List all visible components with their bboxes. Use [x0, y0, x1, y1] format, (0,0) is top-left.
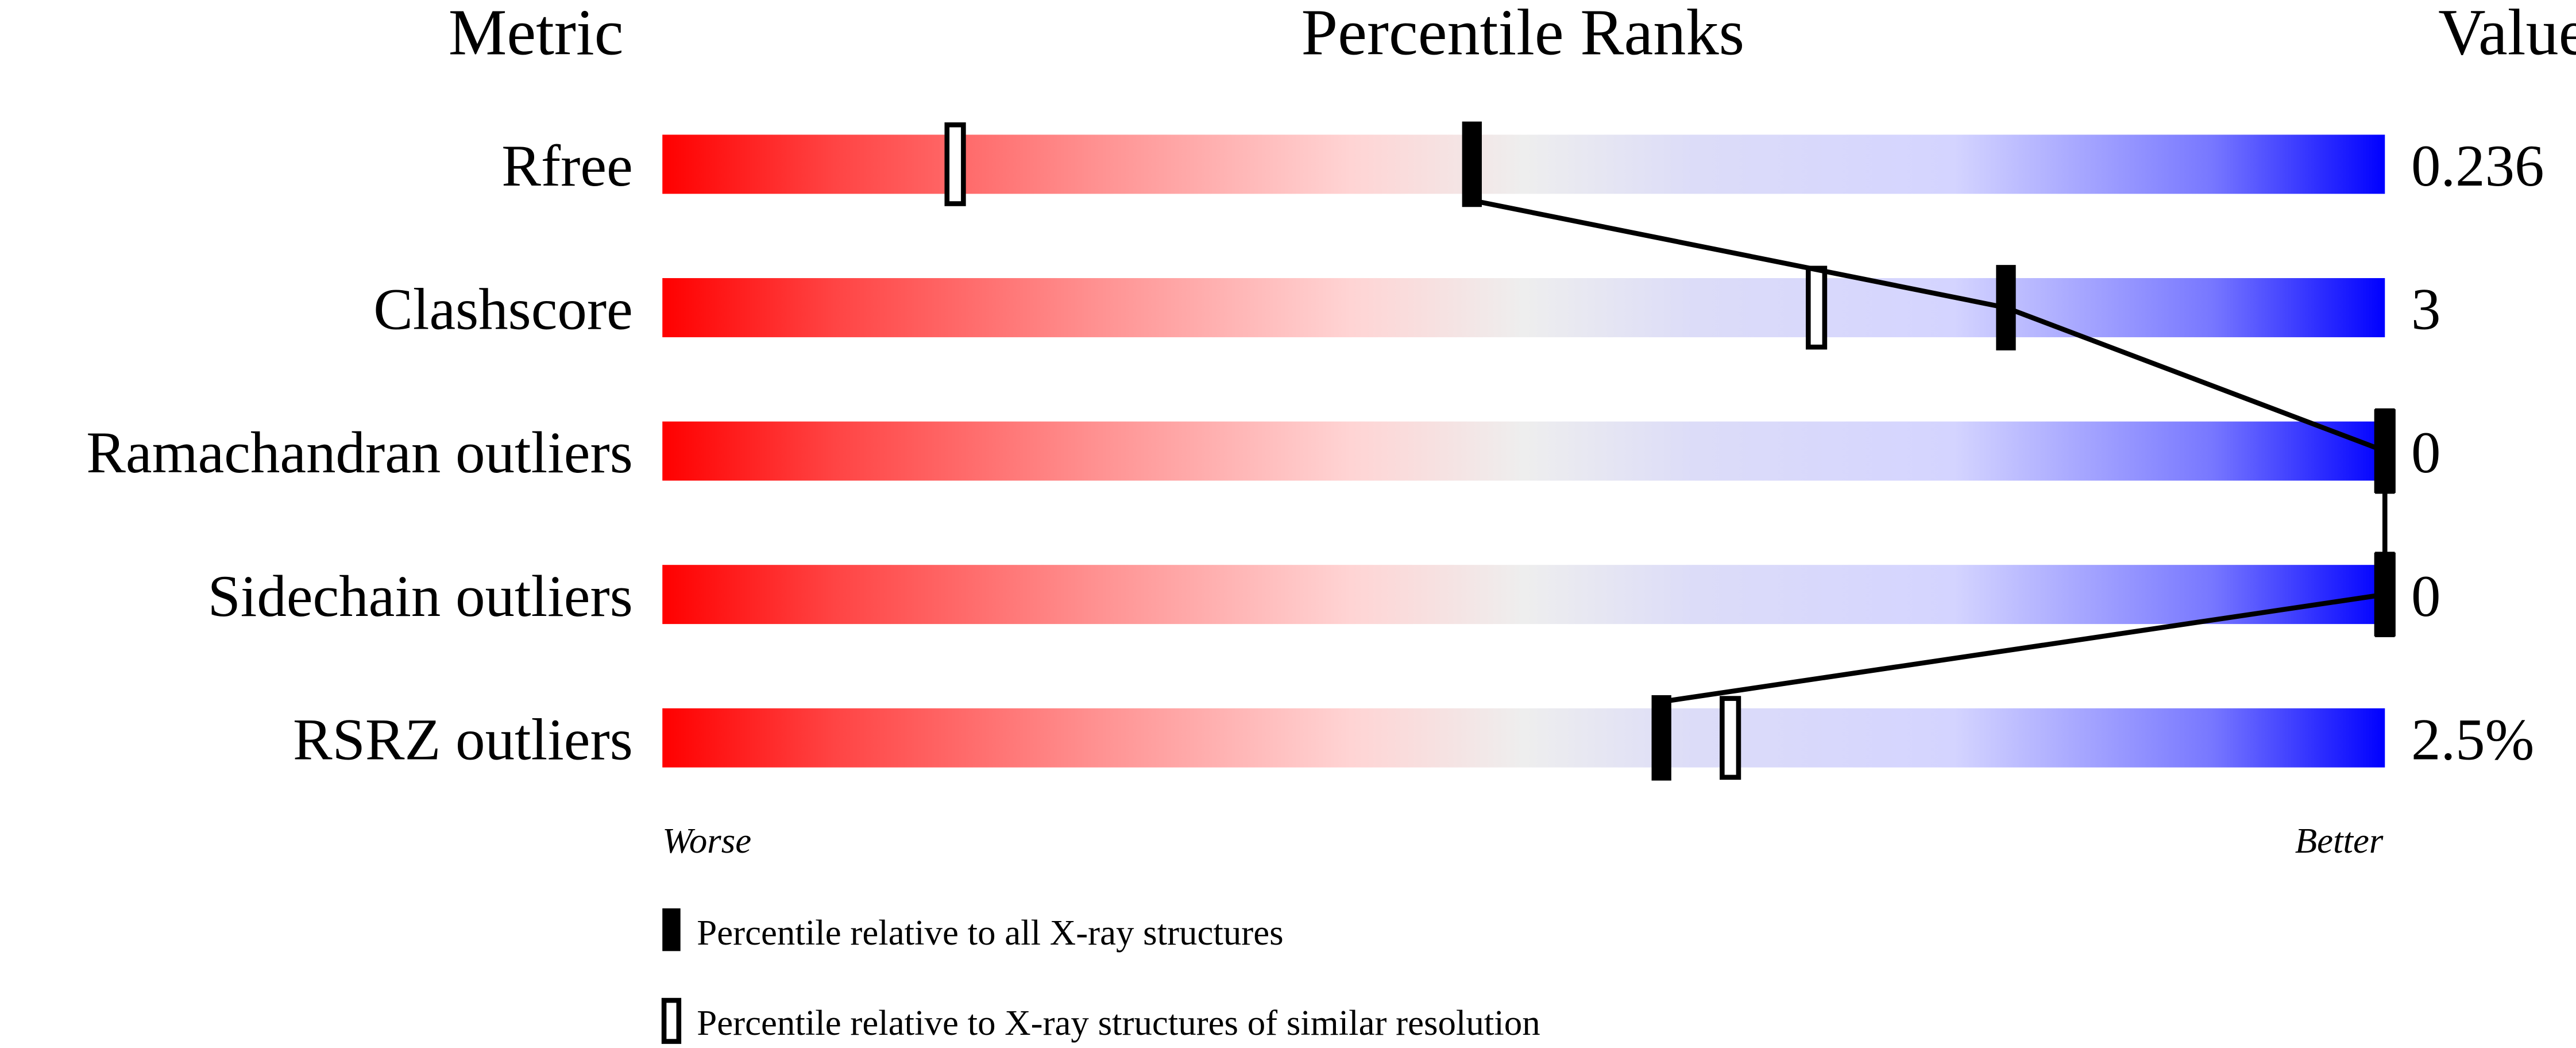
percentile-bar	[662, 134, 2385, 194]
percentile-bar	[662, 708, 2385, 768]
all-xray-marker	[1462, 121, 1482, 207]
header-value: Value	[2438, 0, 2576, 68]
metric-label: Sidechain outliers	[208, 564, 633, 629]
metric-label: Clashscore	[373, 277, 633, 342]
metric-label: Ramachandran outliers	[86, 420, 633, 486]
header-percentile-ranks: Percentile Ranks	[1301, 0, 1745, 68]
metric-value: 0	[2411, 564, 2440, 629]
metric-value: 2.5%	[2411, 707, 2534, 772]
similar-resolution-marker	[944, 122, 966, 206]
percentile-bar	[662, 565, 2385, 625]
metric-value: 3	[2411, 277, 2440, 342]
header-metric: Metric	[449, 0, 624, 68]
metric-label: RSRZ outliers	[293, 707, 633, 772]
metric-label: Rfree	[501, 133, 633, 199]
similar-resolution-marker	[1806, 265, 1828, 350]
similar-resolution-marker	[1720, 696, 1741, 780]
metric-value: 0.236	[2411, 133, 2544, 199]
all-xray-marker	[1651, 695, 1671, 781]
better-label: Better	[2295, 820, 2384, 861]
metric-value: 0	[2411, 420, 2440, 486]
percentile-connector-line	[1471, 198, 2388, 704]
worse-label: Worse	[662, 820, 751, 861]
percentile-bar	[662, 278, 2385, 337]
percentile-bar	[662, 421, 2385, 481]
legend-filled-marker	[662, 908, 681, 951]
legend-open-label: Percentile relative to X-ray structures …	[697, 1003, 1540, 1043]
legend-open-marker	[661, 997, 682, 1044]
legend-filled-label: Percentile relative to all X-ray structu…	[697, 912, 1283, 953]
